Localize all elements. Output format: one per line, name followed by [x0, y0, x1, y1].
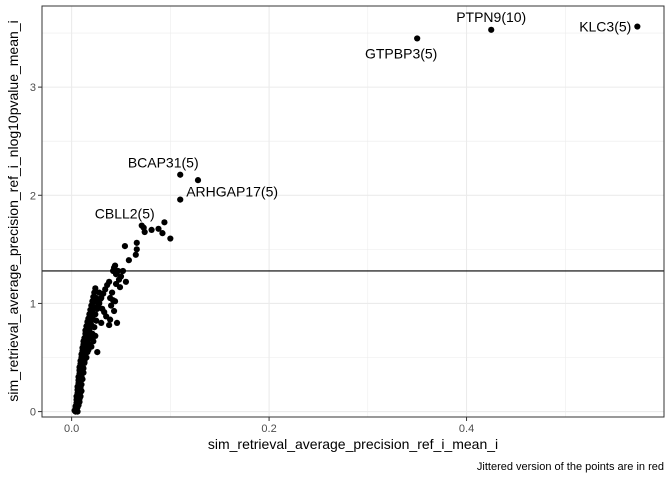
plot-panel [42, 6, 664, 417]
data-point [155, 225, 162, 232]
data-points [71, 23, 641, 415]
point-label: ARHGAP17(5) [186, 184, 278, 200]
data-point [177, 171, 184, 178]
data-point [92, 332, 99, 339]
data-point [80, 365, 87, 372]
point-labels: KLC3(5) PTPN9(10) GTPBP3(5) BCAP31(5) ARHGAP… [95, 9, 632, 222]
point-label: KLC3(5) [579, 19, 631, 35]
data-point [414, 35, 421, 42]
data-point [177, 196, 184, 203]
data-point [106, 321, 113, 329]
data-point [108, 302, 115, 309]
point-label: PTPN9(10) [456, 9, 526, 25]
data-point [113, 319, 121, 327]
data-point [108, 289, 116, 296]
x-axis-ticks: 0.0 0.2 0.4 [64, 417, 474, 435]
data-point [78, 387, 85, 395]
y-tick-label: 0 [30, 407, 36, 419]
data-point [133, 246, 140, 253]
data-point [121, 243, 129, 250]
chart-caption: Jittered version of the points are in re… [477, 461, 664, 473]
y-axis-title: sim_retrieval_average_precision_ref_i_nl… [5, 20, 21, 401]
data-point [92, 311, 99, 318]
data-point [141, 228, 148, 236]
data-point [72, 408, 79, 415]
x-tick-label: 0.0 [64, 423, 79, 435]
x-axis-title: sim_retrieval_average_precision_ref_i_me… [208, 436, 498, 452]
data-point [85, 346, 92, 354]
data-point [107, 316, 114, 323]
plot-border [41, 5, 665, 418]
data-point [634, 23, 641, 30]
data-point [94, 349, 101, 356]
data-point [77, 393, 84, 400]
data-point [110, 307, 118, 315]
data-point [161, 219, 168, 226]
data-point [91, 324, 98, 331]
data-point [117, 273, 125, 280]
data-point [92, 285, 99, 292]
data-point [125, 257, 132, 264]
data-point [159, 230, 166, 237]
data-point [122, 278, 130, 285]
data-point [90, 338, 97, 345]
x-tick-label: 0.4 [459, 423, 474, 435]
grid-lines [42, 6, 665, 417]
data-point [81, 359, 88, 367]
data-point [106, 278, 113, 285]
y-tick-label: 3 [30, 82, 36, 94]
y-axis-ticks: 0 1 2 3 [30, 82, 42, 419]
y-tick-label: 2 [30, 190, 36, 202]
data-point [80, 369, 87, 376]
data-point [116, 284, 124, 291]
data-point [167, 235, 174, 242]
data-point [133, 239, 140, 246]
data-point [82, 354, 89, 361]
data-point [488, 26, 495, 33]
data-point [194, 177, 202, 184]
data-point [119, 267, 127, 275]
point-label: GTPBP3(5) [365, 45, 437, 61]
data-point [79, 376, 86, 383]
data-point [96, 289, 103, 296]
data-point [111, 262, 119, 269]
point-label: CBLL2(5) [95, 206, 155, 222]
data-point [93, 317, 100, 324]
y-tick-label: 1 [30, 298, 36, 310]
data-point [92, 298, 99, 305]
data-point [148, 226, 155, 233]
point-label: BCAP31(5) [128, 155, 199, 171]
data-point [111, 298, 119, 305]
x-tick-label: 0.2 [261, 423, 276, 435]
data-point [76, 398, 83, 405]
data-point [78, 381, 85, 388]
data-point [98, 319, 105, 327]
data-point [132, 251, 139, 258]
